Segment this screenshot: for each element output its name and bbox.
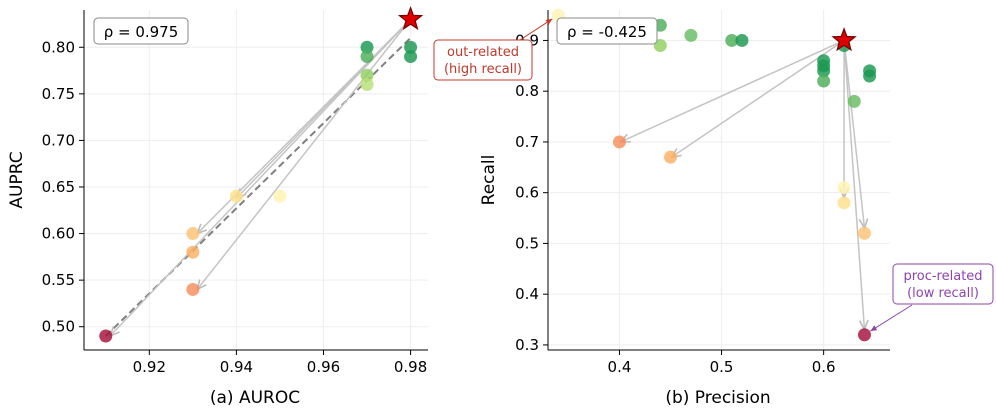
callout-line-2: (high recall) <box>444 62 522 77</box>
scatter-point <box>186 282 200 296</box>
rho-label: ρ = -0.425 <box>567 23 647 41</box>
callout-out-related: out-related (high recall) <box>433 18 553 81</box>
y-tick-label: 0.7 <box>515 133 539 151</box>
y-axis-label: AUPRC <box>7 151 27 208</box>
arrow <box>843 40 864 228</box>
star-marker <box>831 27 857 52</box>
x-tick-label: 0.92 <box>133 358 166 376</box>
y-tick-label: 0.3 <box>515 336 539 354</box>
scatter-point <box>404 40 418 54</box>
grid <box>548 10 890 350</box>
y-tick-label: 0.75 <box>42 85 75 103</box>
scatter-point <box>273 189 287 203</box>
scatter-point <box>725 33 739 47</box>
callout-arrow <box>870 304 913 332</box>
points <box>551 8 877 342</box>
arrow <box>197 18 412 289</box>
star-point <box>831 27 857 52</box>
scatter-point <box>837 196 851 210</box>
star-point <box>397 5 424 31</box>
scatter-point <box>360 50 374 64</box>
arrows <box>110 18 412 336</box>
scatter-point <box>360 40 374 54</box>
scatter-point <box>684 28 698 42</box>
arrows <box>620 39 864 329</box>
scatter-point <box>847 94 861 108</box>
scatter-point <box>837 181 851 195</box>
y-axis-label: Recall <box>479 155 499 206</box>
callout-line-1: out-related <box>447 45 519 60</box>
x-tick-label: 0.5 <box>710 358 734 376</box>
scatter-point <box>735 33 749 47</box>
arrow <box>110 18 412 336</box>
x-tick-label: 0.6 <box>812 358 836 376</box>
callout-box <box>433 39 533 81</box>
y-tick-label: 0.55 <box>42 271 75 289</box>
x-axis-label: (b) Precision <box>665 388 770 408</box>
y-tick-label: 0.6 <box>515 184 539 202</box>
callout-proc-related: proc-related (low recall) <box>870 263 994 332</box>
arrow <box>843 40 864 329</box>
scatter-point <box>612 135 626 149</box>
arrow <box>620 39 845 141</box>
callout-line-2: (low recall) <box>907 286 979 301</box>
y-tick-label: 0.4 <box>515 285 539 303</box>
scatter-point <box>817 74 831 88</box>
scatter-point <box>857 226 871 240</box>
rho-label: ρ = 0.975 <box>104 23 179 41</box>
scatter-point <box>653 39 667 53</box>
x-tick-label: 0.94 <box>220 358 253 376</box>
arrow <box>672 39 845 157</box>
scatter-point <box>863 69 877 83</box>
y-tick-label: 0.50 <box>42 318 75 336</box>
callout-arrow <box>519 18 553 41</box>
x-axis-label: (a) AUROC <box>210 388 300 408</box>
y-tick-label: 0.65 <box>42 178 75 196</box>
star-marker <box>397 5 424 31</box>
grid <box>84 10 428 350</box>
callout-line-1: proc-related <box>903 269 982 284</box>
callout-box <box>892 263 994 305</box>
rho-annotation: ρ = -0.425 <box>556 17 658 45</box>
scatter-point <box>186 227 200 241</box>
points <box>99 40 418 343</box>
scatter-point <box>664 150 678 164</box>
x-tick-label: 0.96 <box>307 358 340 376</box>
scatter-point <box>404 50 418 64</box>
scatter-point <box>99 329 113 343</box>
ticks: 0.92 0.94 0.96 0.98 0.50 0.55 0.60 0.65 0.70 0.75… <box>42 38 428 376</box>
scatter-point <box>186 245 200 259</box>
ticks: 0.40.50.60.30.40.50.60.70.80.9 <box>515 31 835 376</box>
x-tick-label: 0.4 <box>608 358 632 376</box>
scatter-point <box>360 68 374 82</box>
scatter-point <box>857 328 871 342</box>
chart-auroc-auprc: 0.92 0.94 0.96 0.98 0.50 0.55 0.60 0.65 0.70 0.75… <box>7 5 428 408</box>
chart-precision-recall: 0.40.50.60.30.40.50.60.70.80.9 ρ = -0.42… <box>433 8 994 408</box>
scatter-point <box>817 64 831 78</box>
y-tick-label: 0.5 <box>515 234 539 252</box>
y-tick-label: 0.60 <box>42 225 75 243</box>
x-tick-label: 0.98 <box>394 358 427 376</box>
scatter-point <box>229 189 243 203</box>
y-tick-label: 0.80 <box>42 38 75 56</box>
y-tick-label: 0.70 <box>42 131 75 149</box>
rho-annotation: ρ = 0.975 <box>93 17 189 45</box>
scatter-point <box>360 78 374 92</box>
y-tick-label: 0.8 <box>515 82 539 100</box>
